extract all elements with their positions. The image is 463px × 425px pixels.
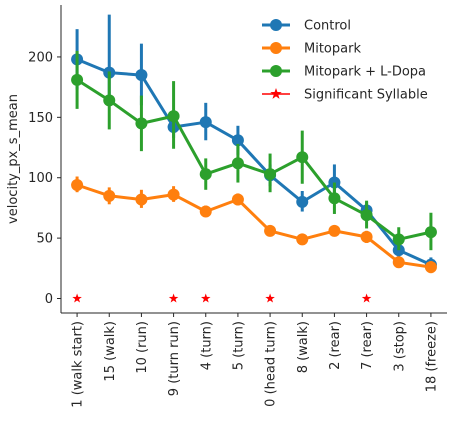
significant-star: [361, 293, 372, 303]
data-point: [360, 209, 373, 222]
x-tick-label: 9 (turn run): [167, 321, 182, 396]
data-point: [264, 168, 277, 181]
significant-star: [168, 293, 179, 303]
x-tick-label: 7 (rear): [360, 321, 375, 370]
data-point: [167, 110, 180, 123]
data-point: [424, 261, 437, 274]
data-point: [231, 193, 244, 206]
x-tick-label: 0 (head turn): [264, 321, 279, 407]
data-point: [199, 116, 212, 129]
data-point: [296, 151, 309, 164]
x-tick-label: 1 (walk start): [71, 321, 86, 408]
data-point: [264, 224, 277, 237]
data-point: [71, 73, 84, 86]
data-point: [199, 168, 212, 181]
data-point: [392, 233, 405, 246]
data-point: [424, 226, 437, 239]
legend-label: Mitopark: [304, 42, 361, 57]
data-point: [328, 192, 341, 205]
data-point: [199, 205, 212, 218]
legend-swatch-marker: [270, 19, 282, 31]
data-point: [167, 188, 180, 201]
x-tick-label: 3 (stop): [392, 321, 407, 372]
data-point: [328, 224, 341, 237]
x-tick-label: 10 (run): [135, 321, 150, 374]
legend-label: Significant Syllable: [304, 88, 428, 103]
y-tick-label: 0: [45, 292, 53, 307]
legend-swatch-marker: [270, 65, 282, 77]
x-tick-label: 18 (freeze): [424, 321, 439, 392]
data-point: [135, 69, 148, 82]
significant-star: [265, 293, 275, 303]
data-point: [103, 189, 116, 202]
y-tick-label: 200: [28, 50, 53, 65]
data-point: [135, 193, 148, 206]
y-tick-label: 150: [28, 111, 53, 126]
data-point: [231, 157, 244, 170]
data-point: [71, 178, 84, 191]
legend-swatch-star: [270, 88, 282, 99]
x-tick-label: 15 (walk): [103, 321, 118, 382]
data-point: [360, 230, 373, 243]
data-point: [103, 94, 116, 107]
significant-star: [72, 293, 82, 303]
data-point: [392, 256, 405, 269]
data-point: [296, 195, 309, 208]
legend-label: Control: [304, 19, 351, 34]
data-point: [135, 117, 148, 130]
series-line: [76, 78, 432, 241]
legend-swatch-marker: [270, 42, 282, 54]
y-tick-label: 100: [28, 171, 53, 186]
data-point: [231, 134, 244, 147]
y-tick-label: 50: [36, 232, 53, 247]
y-axis-label: velocity_px_s_mean: [6, 94, 21, 224]
data-point: [296, 233, 309, 246]
legend-label: Mitopark + L-Dopa: [304, 65, 426, 80]
x-tick-label: 4 (turn): [199, 321, 214, 370]
significant-star: [200, 293, 211, 303]
x-tick-label: 5 (turn): [231, 321, 246, 370]
x-tick-label: 2 (rear): [328, 321, 343, 370]
x-tick-label: 8 (walk): [296, 321, 311, 373]
